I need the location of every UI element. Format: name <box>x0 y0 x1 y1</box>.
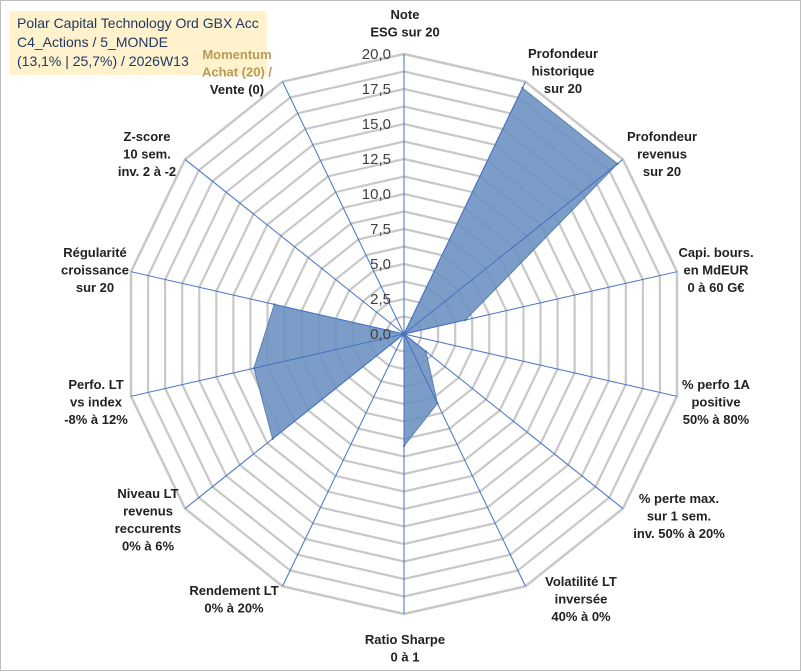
spoke-10 <box>130 333 405 397</box>
data-point-3 <box>464 318 467 322</box>
data-point-10 <box>252 367 256 370</box>
spoke-4 <box>403 333 678 397</box>
data-point-7 <box>402 444 406 448</box>
axis-label-12: Z-score 10 sem. inv. 2 à -2 <box>118 129 176 179</box>
tick-label-2: 5,0 <box>370 256 391 273</box>
spoke-11 <box>130 271 405 335</box>
axis-label-2: Profondeur revenus sur 20 <box>627 129 697 179</box>
chart-title-line-1: Polar Capital Technology Ord GBX Acc <box>17 15 259 31</box>
axis-label-1: Profondeur historique sur 20 <box>528 46 598 96</box>
axis-label-0: Note ESG sur 20 <box>370 7 439 40</box>
data-point-1 <box>521 86 524 90</box>
tick-label-6: 15,0 <box>362 116 391 133</box>
data-point-6 <box>436 402 439 405</box>
tick-label-7: 17,5 <box>362 81 391 98</box>
tick-label-4: 10,0 <box>362 186 391 203</box>
spoke-6 <box>403 333 526 587</box>
tick-label-5: 12,5 <box>362 151 391 168</box>
tick-label-1: 2,5 <box>370 291 391 308</box>
data-point-5 <box>424 350 428 353</box>
data-point-9 <box>271 437 274 440</box>
spoke-1 <box>403 81 526 335</box>
axis-label-4: % perfo 1A positive 50% à 80% <box>682 377 751 427</box>
axis-label-11: Régularité croissance sur 20 <box>61 245 129 295</box>
data-point-2 <box>616 162 619 165</box>
data-point-13 <box>402 332 406 336</box>
axis-label-10: Perfo. LT vs index -8% à 12% <box>64 377 128 427</box>
spoke-9 <box>184 333 405 509</box>
spoke-13 <box>282 81 405 335</box>
series-area <box>253 87 619 448</box>
tick-label-8: 20,0 <box>362 46 391 63</box>
axis-label-6: Volatilité LT inversée 40% à 0% <box>545 574 617 624</box>
axis-label-3: Capi. bours. en MdEUR 0 à 60 G€ <box>678 245 753 295</box>
chart-title-box: Polar Capital Technology Ord GBX Acc C4_… <box>9 11 267 75</box>
axis-label-13: Momentum Achat (20) / Vente (0) <box>202 47 272 97</box>
chart-title-line-2: C4_Actions / 5_MONDE <box>17 34 168 50</box>
spoke-12 <box>184 159 405 335</box>
tick-label-0: 0,0 <box>370 326 391 343</box>
spoke-5 <box>403 333 624 509</box>
data-point-11 <box>273 303 276 306</box>
axis-label-5: % perte max. sur 1 sem. inv. 50% à 20% <box>633 491 725 541</box>
chart-title-line-3: (13,1% | 25,7%) / 2026W13 <box>17 53 189 69</box>
spoke-3 <box>403 271 678 335</box>
spoke-2 <box>403 159 624 335</box>
tick-label-3: 7,5 <box>370 221 391 238</box>
axis-label-9: Niveau LT revenus reccurents 0% à 6% <box>115 486 181 554</box>
spoke-8 <box>282 333 405 587</box>
axis-label-8: Rendement LT 0% à 20% <box>189 583 278 616</box>
axis-label-7: Ratio Sharpe 0 à 1 <box>365 632 445 665</box>
